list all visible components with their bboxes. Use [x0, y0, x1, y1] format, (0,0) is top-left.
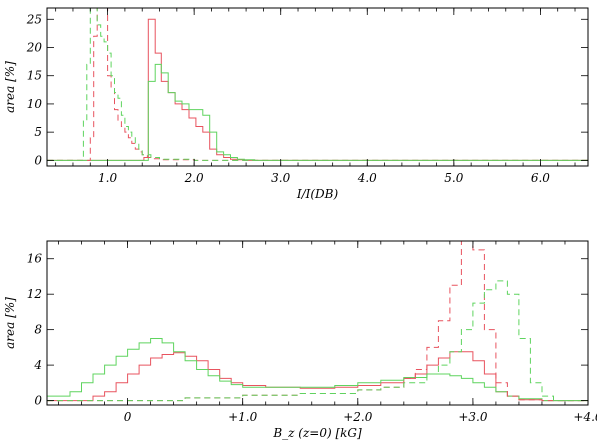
x-tick-label: +4.0	[573, 410, 597, 424]
x-tick-label: 0	[124, 410, 132, 424]
y-tick-label: 16	[27, 252, 43, 266]
y-axis-title: area [%]	[3, 61, 17, 113]
x-axis-title: B_z (z=0) [kG]	[272, 426, 362, 440]
x-tick-label: 2.0	[184, 171, 204, 185]
chart-intensity-histogram: 1.0 2.0 3.0 4.0 5.0 6.0 0 5 10 15 20 25 I/I(DB) area …	[3, 7, 589, 201]
x-tick-label: 4.0	[357, 171, 377, 185]
y-tick-label: 0	[34, 394, 42, 408]
y-tick-label: 20	[26, 41, 43, 55]
x-tick-label: 5.0	[444, 171, 463, 185]
plot-frame-1	[46, 240, 589, 406]
series-0-3-dashed	[47, 8, 588, 161]
series-1-1-solid	[47, 338, 588, 402]
x-tick-label: 1.0	[98, 171, 117, 185]
x-tick-label: +1.0	[228, 410, 258, 424]
chart-bz-histogram: 0 +1.0 +2.0 +3.0 +4.0 0 4 8 12 16 B_z (z=0) [kG] ar…	[3, 240, 597, 440]
x-tick-label: 6.0	[531, 171, 550, 185]
y-tick-label: 15	[27, 69, 42, 83]
x-tick-label: 3.0	[271, 171, 290, 185]
series-0-2-dashed	[47, 8, 588, 161]
y-tick-label: 10	[27, 97, 43, 111]
x-axis-title: I/I(DB)	[296, 187, 339, 201]
series-1-0-solid	[47, 351, 588, 402]
series-0-0-solid	[47, 18, 588, 161]
y-tick-label: 4	[33, 358, 42, 372]
x-tick-label: +3.0	[458, 410, 488, 424]
y-tick-label: 5	[34, 125, 42, 139]
series-1-3-dashed	[47, 280, 588, 402]
series-1-2-dashed	[47, 241, 588, 402]
plot-frame-0	[46, 7, 589, 167]
x-tick-label: +2.0	[343, 410, 373, 424]
y-axis-title: area [%]	[3, 297, 17, 349]
series-0-1-solid	[47, 63, 588, 161]
y-tick-label: 8	[34, 323, 42, 337]
y-tick-label: 25	[26, 12, 42, 26]
y-tick-label: 12	[27, 287, 42, 301]
y-tick-label: 0	[34, 153, 42, 167]
